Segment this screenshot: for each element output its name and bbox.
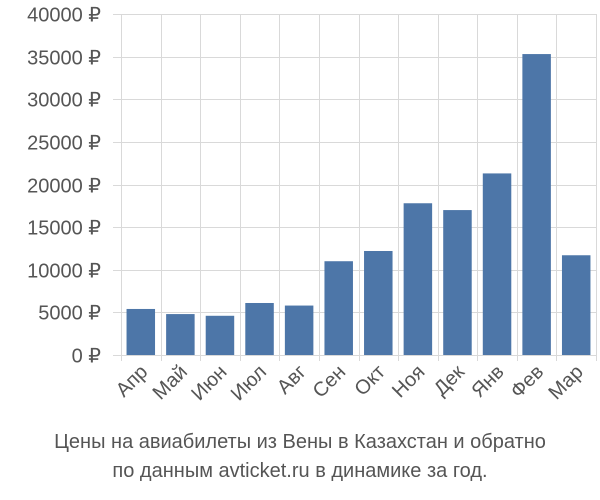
x-tick-label: Фев [506,361,548,403]
x-tick-label: Сен [309,361,350,402]
bar-4 [245,302,274,355]
x-tick-label: Окт [350,361,389,400]
bar-2 [166,314,195,355]
x-tick-label: Апр [112,361,153,402]
x-tick-label: Ноя [388,361,429,402]
x-tick-label: Дек [430,361,469,400]
bar-10 [482,173,512,355]
bar-11 [522,54,551,355]
y-tick-label: 10000 ₽ [27,261,101,283]
bars [126,54,591,355]
bar-6 [324,261,353,355]
y-axis-tick-labels: 0 ₽ 5000 ₽ 10000 ₽ 15000 ₽ 20000 ₽ 25000 ₽ 300… [27,5,101,368]
y-tick-label: 35000 ₽ [27,48,101,70]
y-tick-label: 25000 ₽ [27,133,101,155]
x-tick-label: Май [149,361,192,404]
y-tick-label: 5000 ₽ [38,303,101,325]
bar-8 [403,203,433,355]
y-tick-label: 40000 ₽ [27,5,101,27]
bar-chart: 0 ₽ 5000 ₽ 10000 ₽ 15000 ₽ 20000 ₽ 25000 ₽ 300… [27,5,597,405]
x-tick-label: Июл [227,361,271,405]
x-tick-label: Мар [545,361,588,404]
chart-caption: Цены на авиабилеты из Вены в Казахстан и… [0,428,600,486]
bar-7 [364,250,393,355]
y-tick-label: 30000 ₽ [27,90,101,112]
y-tick-label: 0 ₽ [72,346,102,368]
bar-12 [561,255,591,355]
x-tick-label: Авг [273,361,311,399]
grid-lines [113,14,597,361]
x-tick-label: Июн [187,361,231,405]
caption-line-1: Цены на авиабилеты из Вены в Казахстан и… [54,431,546,453]
bar-3 [205,315,235,355]
y-tick-label: 15000 ₽ [27,218,101,240]
bar-5 [284,305,314,355]
bar-9 [443,210,472,355]
y-tick-label: 20000 ₽ [27,176,101,198]
x-tick-label: Янв [467,361,508,402]
caption-line-2: по данным avticket.ru в динамике за год. [112,460,488,482]
bar-1 [126,308,156,355]
